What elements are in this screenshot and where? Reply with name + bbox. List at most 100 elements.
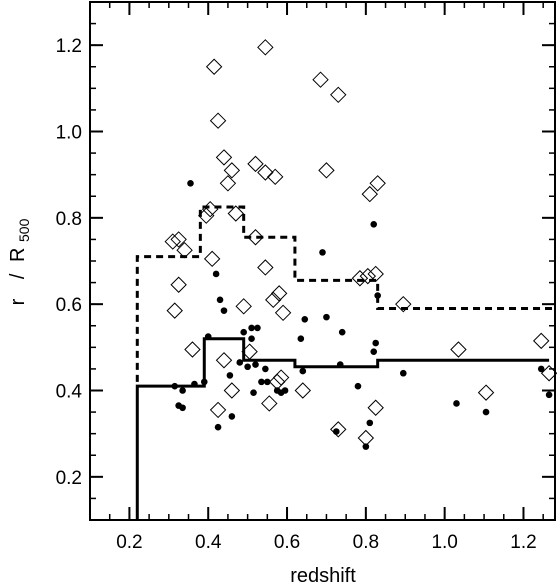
y-axis-title-R: R — [7, 248, 29, 262]
open-diamond-marker — [203, 250, 221, 268]
filled-circle-marker — [545, 391, 553, 399]
open-diamond-marker — [395, 295, 412, 313]
x-tick-label: 0.8 — [353, 532, 379, 553]
open-diamond-marker — [209, 112, 227, 129]
y-axis-title-r: r — [7, 298, 29, 305]
filled-circle-marker — [299, 367, 307, 375]
filled-circle-marker — [370, 348, 378, 355]
open-diamond-marker — [223, 162, 241, 179]
filled-circle-marker — [372, 339, 379, 347]
open-diamond-marker — [294, 382, 312, 399]
x-tick-label: 1.2 — [510, 532, 536, 553]
filled-circle-marker — [301, 315, 309, 323]
filled-circle-marker — [187, 180, 194, 187]
filled-circle-marker — [212, 270, 220, 278]
filled-circle-marker — [236, 359, 244, 366]
y-axis-title-subscript: 500 — [16, 218, 32, 242]
open-diamond-marker — [176, 242, 193, 259]
open-diamond-marker — [257, 259, 274, 276]
filled-circle-marker — [228, 413, 236, 420]
open-diamond-marker — [215, 149, 233, 166]
open-diamond-marker — [533, 332, 550, 350]
step-lines — [135, 205, 555, 520]
open-diamond-marker — [247, 155, 264, 173]
x-tick-label: 0.4 — [195, 532, 222, 553]
filled-circle-marker — [220, 307, 228, 314]
y-tick-label: 0.4 — [56, 382, 83, 403]
open-diamond-marker — [270, 285, 288, 302]
y-axis-title: r / R 500 — [7, 218, 32, 305]
y-tick-label: 0.6 — [56, 295, 82, 316]
open-diamond-marker — [223, 382, 241, 399]
filled-circle-marker — [264, 378, 271, 386]
open-diamond-marker — [265, 291, 282, 309]
filled-circle-marker — [179, 387, 186, 394]
filled-circle-marker — [191, 380, 198, 388]
open-diamond-marker — [369, 175, 386, 192]
axis-ticks — [89, 1, 555, 521]
open-diamond-marker — [312, 71, 329, 88]
open-diamond-marker — [330, 421, 347, 438]
filled-circle-marker — [252, 361, 259, 368]
filled-circle-marker — [319, 249, 326, 256]
open-diamond-marker — [267, 168, 284, 186]
open-diamond-marker — [170, 276, 187, 293]
open-diamond-marker — [261, 395, 278, 412]
filled-circle-marker — [179, 404, 186, 412]
filled-circle-marker — [336, 361, 344, 368]
open-diamond-marker — [351, 270, 369, 287]
open-diamond-marker — [367, 265, 384, 283]
open-diamond-marker — [357, 429, 375, 447]
y-tick-label: 1.2 — [56, 36, 82, 57]
open-diamond-marker — [359, 267, 377, 285]
open-diamond-marker — [219, 175, 237, 192]
filled-circle-marker — [240, 328, 247, 336]
filled-circle-marker — [262, 365, 269, 373]
filled-circle-marker — [374, 292, 381, 299]
open-diamond-marker — [166, 302, 183, 319]
y-tick-label: 1.0 — [56, 123, 82, 144]
open-diamond-marker — [450, 341, 467, 358]
open-diamond-marker — [209, 401, 227, 419]
y-axis-title-slash: / — [7, 273, 29, 279]
y-tick-label: 0.2 — [56, 468, 82, 489]
open-diamond-marker — [367, 399, 384, 416]
filled-circle-marker — [226, 372, 234, 379]
open-diamond-marker — [235, 298, 252, 315]
open-diamond-marker — [164, 233, 181, 250]
filled-circle-marker — [254, 324, 261, 332]
x-axis-title: redshift — [290, 565, 356, 587]
open-diamond-marker — [215, 352, 233, 369]
open-diamond-marker — [227, 205, 245, 222]
filled-circle-marker — [399, 369, 407, 377]
open-diamond-marker — [198, 207, 215, 224]
filled-circle-marker — [204, 333, 212, 340]
open-diamond-marker — [318, 162, 335, 179]
open-diamond-marker — [268, 373, 286, 391]
open-diamond-marker — [247, 229, 264, 246]
dashed-step-line — [135, 205, 555, 382]
filled-circle-marker — [362, 443, 370, 450]
data-markers — [164, 39, 557, 450]
x-tick-label: 0.6 — [274, 532, 300, 553]
open-diamond-marker — [272, 369, 290, 386]
filled-circle-marker — [281, 387, 289, 394]
open-diamond-marker — [257, 39, 274, 56]
open-diamond-marker — [257, 164, 274, 181]
filled-circle-marker — [216, 296, 224, 304]
open-diamond-marker — [201, 200, 219, 218]
plot-frame — [89, 1, 556, 521]
filled-circle-marker — [537, 365, 545, 373]
filled-circle-marker — [482, 408, 490, 416]
open-diamond-marker — [361, 185, 378, 203]
filled-circle-marker — [258, 378, 265, 386]
filled-circle-marker — [248, 335, 255, 343]
filled-circle-marker — [453, 400, 460, 407]
svg-text:r / R 500: r / R 500 — [7, 218, 32, 305]
filled-circle-marker — [354, 382, 362, 390]
solid-step-line — [135, 337, 550, 520]
open-diamond-marker — [205, 58, 223, 75]
filled-circle-marker — [332, 428, 340, 435]
filled-circle-marker — [248, 324, 255, 332]
x-tick-label: 1.0 — [431, 532, 457, 553]
